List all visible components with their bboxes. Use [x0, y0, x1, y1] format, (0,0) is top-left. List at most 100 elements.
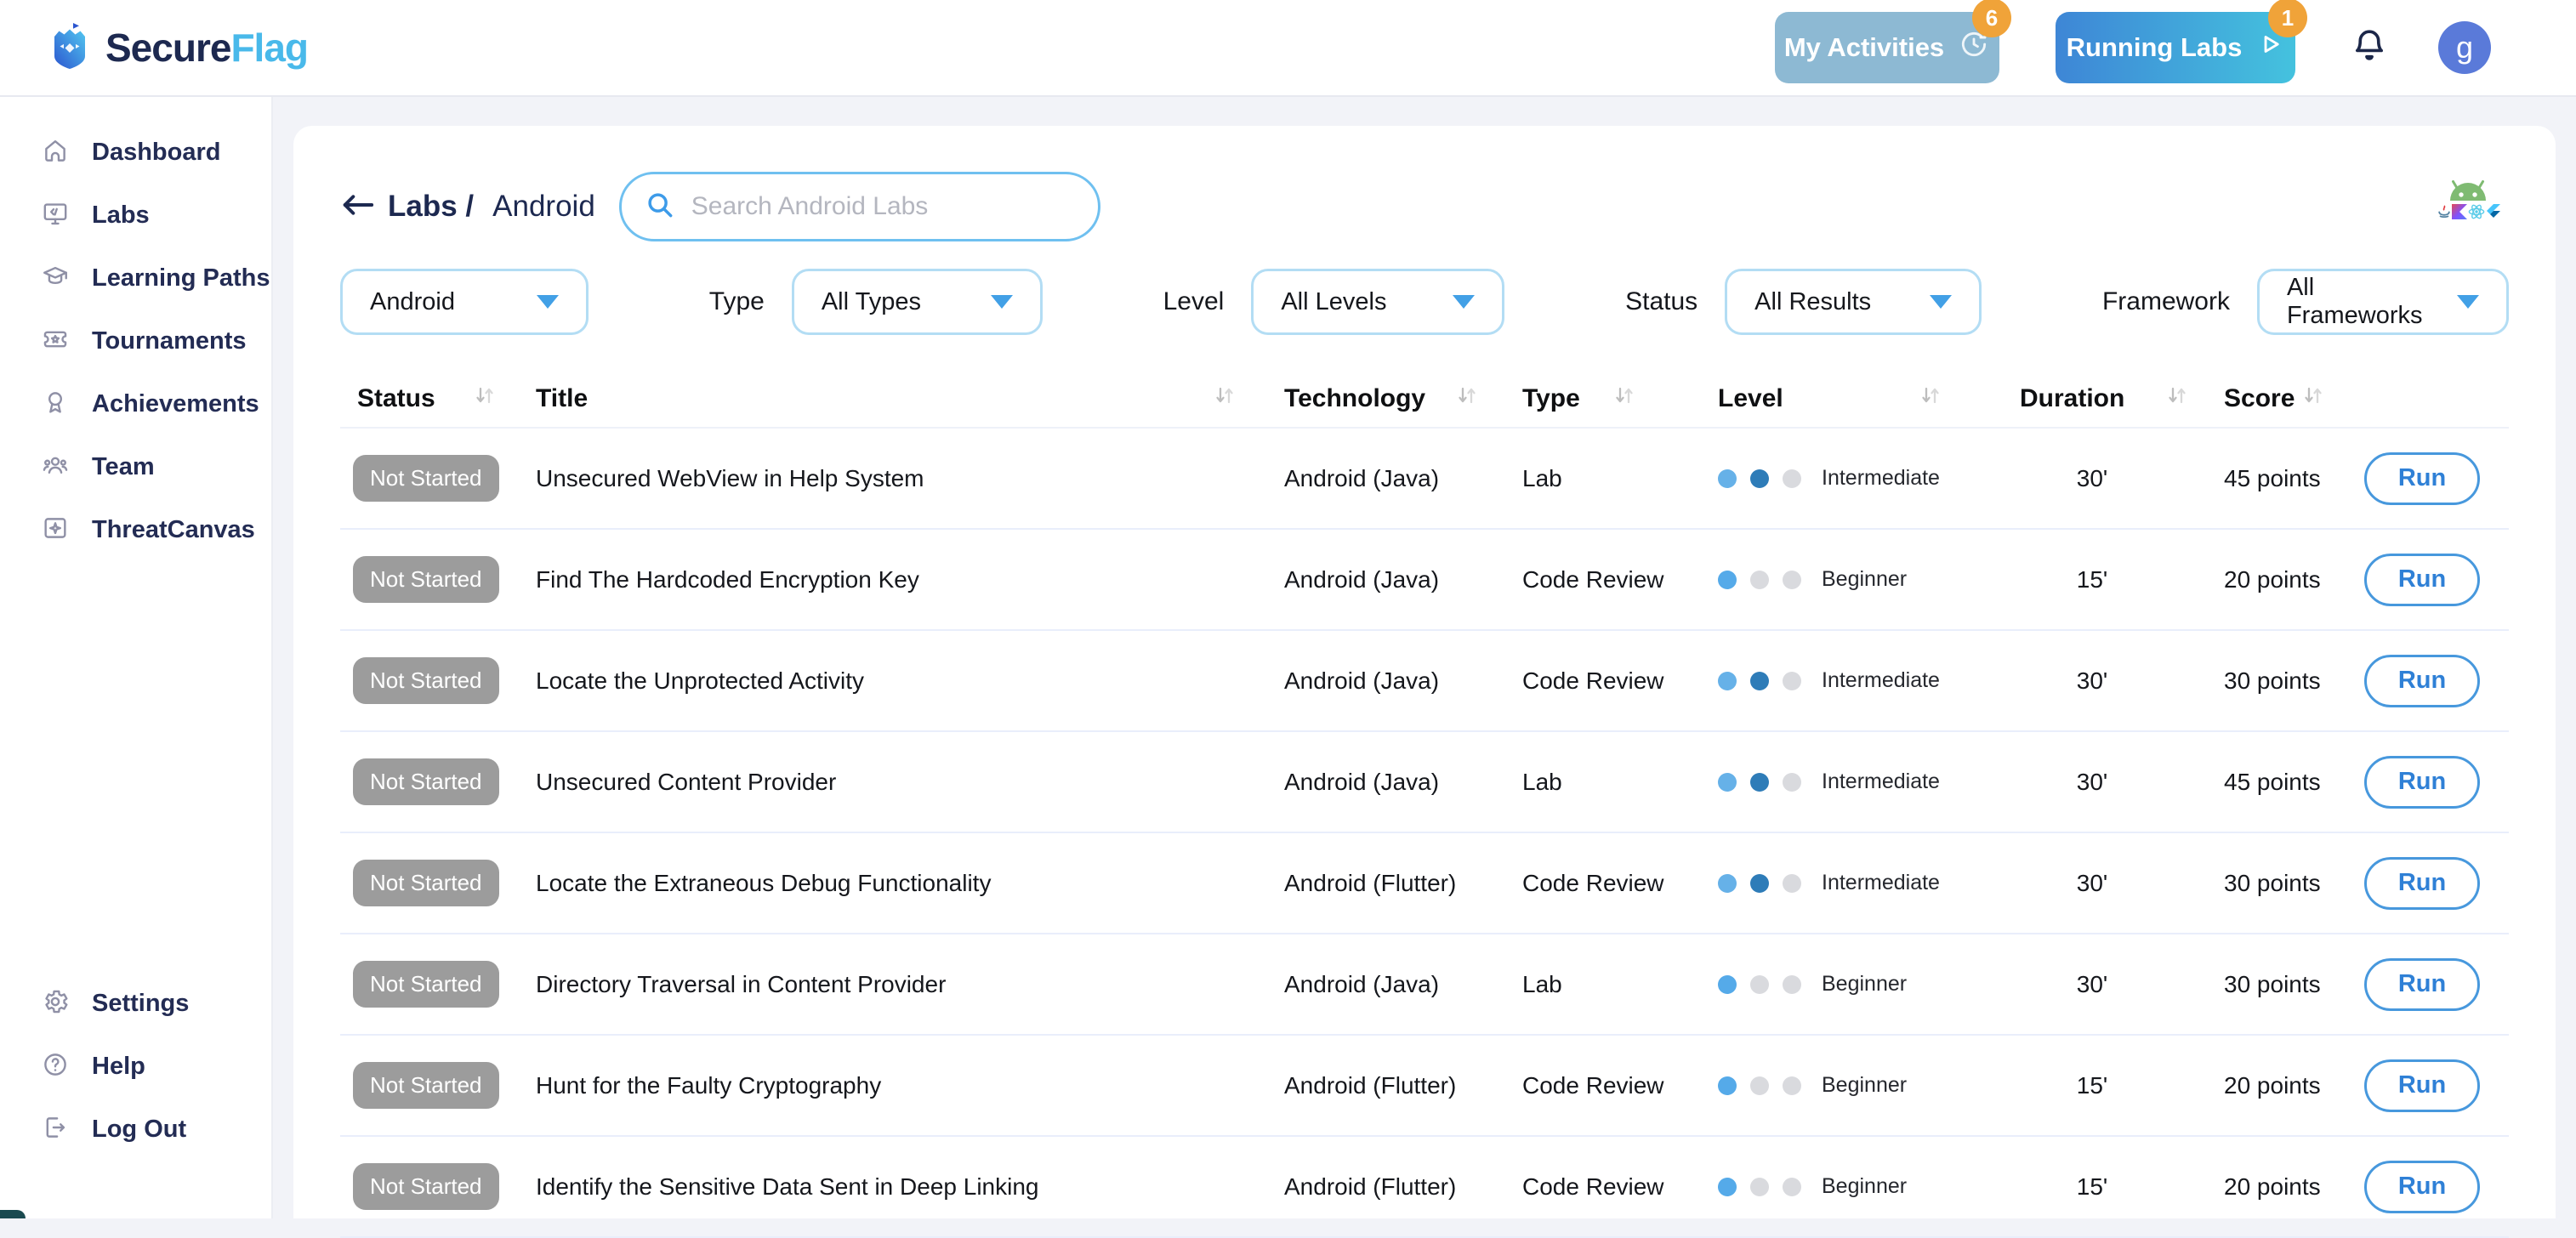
level-filter-value: All Levels [1281, 287, 1387, 315]
run-button[interactable]: Run [2364, 553, 2480, 606]
lab-type: Lab [1522, 768, 1562, 795]
labs-monitor-icon [41, 199, 70, 232]
lab-type: Code Review [1522, 667, 1664, 694]
column-header-score[interactable]: Score [2224, 383, 2364, 415]
chevron-down-icon [2456, 295, 2479, 309]
status-filter-value: All Results [1754, 287, 1872, 315]
lab-duration: 15' [2076, 1173, 2108, 1200]
labs-table-body: Not Started Unsecured WebView in Help Sy… [340, 429, 2509, 1238]
level-label: Beginner [1822, 972, 1908, 996]
running-labs-count-badge: 1 [2268, 0, 2307, 37]
lab-type: Code Review [1522, 565, 1664, 593]
lab-duration: 30' [2076, 768, 2108, 795]
search-bar [618, 172, 1100, 241]
table-row: Not Started Unsecured WebView in Help Sy… [340, 429, 2509, 530]
lab-technology: Android (Flutter) [1284, 869, 1457, 896]
search-input[interactable] [689, 191, 1076, 222]
status-badge: Not Started [353, 758, 499, 805]
column-header-level[interactable]: Level [1718, 383, 2020, 415]
level-label: Beginner [1822, 1174, 1908, 1198]
lab-duration: 15' [2076, 565, 2108, 593]
run-button[interactable]: Run [2364, 654, 2480, 707]
type-filter-dropdown[interactable]: All Types [791, 269, 1043, 335]
table-row: Not Started Directory Traversal in Conte… [340, 934, 2509, 1036]
table-row: Not Started Locate the Extraneous Debug … [340, 833, 2509, 934]
sidebar-item-learning-paths[interactable]: Learning Paths [0, 247, 271, 310]
sidebar-label: Log Out [92, 1115, 187, 1143]
framework-filter-value: All Frameworks [2286, 274, 2423, 329]
lab-score: 45 points [2224, 768, 2321, 795]
sidebar-label: Achievements [92, 389, 259, 417]
level-dots [1718, 570, 1815, 589]
technology-filter-dropdown[interactable]: Android [340, 269, 589, 335]
breadcrumb[interactable]: Labs / Android [340, 190, 595, 224]
level-label: Intermediate [1822, 668, 1940, 692]
back-arrow-icon[interactable] [340, 191, 376, 223]
column-header-technology[interactable]: Technology [1284, 383, 1522, 415]
lab-duration: 15' [2076, 1071, 2108, 1099]
run-button[interactable]: Run [2364, 1160, 2480, 1213]
column-header-duration[interactable]: Duration [2020, 383, 2224, 415]
column-header-type[interactable]: Type [1522, 383, 1718, 415]
sidebar-item-tournaments[interactable]: Tournaments [0, 310, 271, 372]
notifications-bell-icon[interactable] [2350, 26, 2389, 69]
run-button[interactable]: Run [2364, 451, 2480, 505]
sidebar-label: ThreatCanvas [92, 515, 255, 543]
sort-icon[interactable] [1212, 383, 1237, 415]
lab-score: 30 points [2224, 869, 2321, 896]
logout-icon [41, 1113, 70, 1146]
award-rosette-icon [41, 388, 70, 421]
column-header-title[interactable]: Title [536, 383, 1284, 415]
chevron-down-icon [1453, 295, 1476, 309]
gear-icon [41, 987, 70, 1020]
running-labs-button[interactable]: Running Labs 1 [2056, 0, 2307, 83]
sort-icon[interactable] [1454, 383, 1480, 415]
lab-type: Code Review [1522, 869, 1664, 896]
lab-title: Unsecured WebView in Help System [536, 464, 924, 491]
brand-logo[interactable]: SecureFlag [48, 21, 309, 75]
sidebar-nav: Dashboard Labs Learning Paths [0, 97, 273, 1218]
sidebar-item-achievements[interactable]: Achievements [0, 372, 271, 435]
sidebar-item-help[interactable]: Help [0, 1035, 271, 1098]
sidebar-item-settings[interactable]: Settings [0, 972, 271, 1035]
status-badge: Not Started [353, 1062, 499, 1109]
breadcrumb-root[interactable]: Labs / [388, 190, 475, 223]
sidebar-item-team[interactable]: Team [0, 435, 271, 498]
lab-type: Code Review [1522, 1071, 1664, 1099]
lab-title: Identify the Sensitive Data Sent in Deep… [536, 1173, 1039, 1200]
status-filter-dropdown[interactable]: All Results [1725, 269, 1982, 335]
run-button[interactable]: Run [2364, 957, 2480, 1011]
sidebar-item-labs[interactable]: Labs [0, 184, 271, 247]
lab-title: Hunt for the Faulty Cryptography [536, 1071, 882, 1099]
lab-title: Locate the Extraneous Debug Functionalit… [536, 869, 992, 896]
flag-logo-icon [48, 21, 92, 75]
android-technologies-icon [2436, 163, 2500, 237]
level-label: Beginner [1822, 1073, 1908, 1097]
lab-technology: Android (Flutter) [1284, 1173, 1457, 1200]
run-button[interactable]: Run [2364, 856, 2480, 910]
sort-icon[interactable] [1612, 383, 1637, 415]
sidebar-item-logout[interactable]: Log Out [0, 1098, 271, 1161]
my-activities-button[interactable]: My Activities 6 [1775, 0, 2011, 83]
sort-icon[interactable] [472, 383, 498, 415]
column-header-status[interactable]: Status [340, 383, 536, 415]
ticket-icon [41, 325, 70, 358]
sidebar-item-threatcanvas[interactable]: ThreatCanvas [0, 498, 271, 561]
status-badge: Not Started [353, 657, 499, 704]
user-avatar[interactable]: g [2438, 21, 2491, 74]
run-button[interactable]: Run [2364, 1059, 2480, 1112]
run-button[interactable]: Run [2364, 755, 2480, 809]
sort-icon[interactable] [2300, 383, 2326, 415]
play-icon [2255, 30, 2284, 65]
lab-type: Lab [1522, 464, 1562, 491]
sidebar-item-dashboard[interactable]: Dashboard [0, 121, 271, 184]
lab-technology: Android (Flutter) [1284, 1071, 1457, 1099]
sort-icon[interactable] [2164, 383, 2190, 415]
sidebar-label: Tournaments [92, 327, 247, 355]
level-filter-dropdown[interactable]: All Levels [1251, 269, 1505, 335]
table-row: Not Started Locate the Unprotected Activ… [340, 631, 2509, 732]
team-users-icon [41, 451, 70, 484]
brand-name: SecureFlag [105, 26, 309, 70]
sort-icon[interactable] [1918, 383, 1943, 415]
framework-filter-dropdown[interactable]: All Frameworks [2256, 269, 2509, 335]
